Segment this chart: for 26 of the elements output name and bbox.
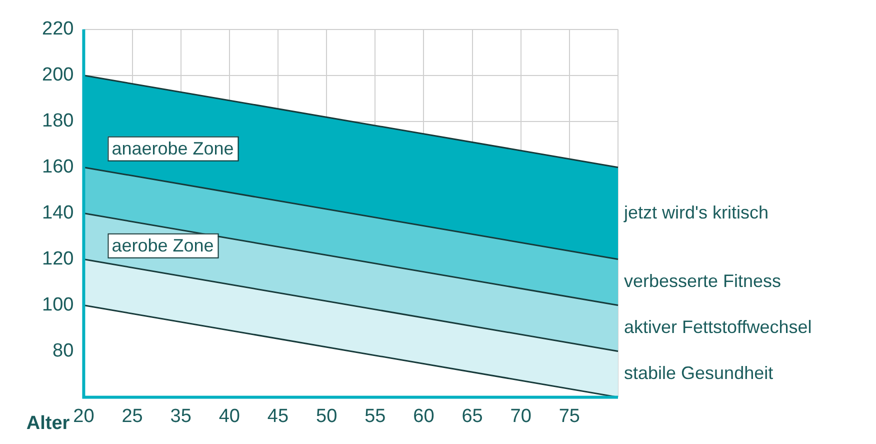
x-tick-label: 55: [364, 406, 386, 427]
x-tick-label: 20: [73, 406, 94, 427]
x-tick-label: 40: [218, 406, 240, 427]
x-tick-label: 25: [122, 406, 143, 427]
y-tick-label: 200: [42, 64, 74, 86]
y-tick-label: 220: [42, 18, 74, 40]
x-axis-title: Alter: [26, 413, 70, 434]
series-label: stabile Gesundheit: [624, 363, 774, 384]
y-tick-label: 140: [42, 202, 74, 224]
y-tick-label: 100: [42, 294, 74, 316]
annotation: aerobe Zone: [112, 235, 214, 256]
y-tick-label: 80: [52, 340, 74, 362]
annotation: anaerobe Zone: [112, 138, 234, 158]
x-tick-label: 75: [558, 406, 580, 427]
series-label: aktiver Fettstoffwechsel: [624, 317, 812, 338]
series-label: verbesserte Fitness: [624, 271, 782, 292]
x-tick-label: 35: [170, 406, 192, 427]
y-tick-label: 160: [42, 156, 74, 178]
x-tick-label: 45: [267, 406, 289, 427]
x-tick-label: 70: [510, 406, 532, 427]
x-tick-label: 60: [413, 406, 434, 427]
y-tick-label: 120: [42, 248, 74, 270]
x-tick-label: 65: [462, 406, 483, 427]
y-tick-label: 180: [42, 110, 74, 132]
series-label: jetzt wird's kritisch: [623, 202, 768, 222]
x-tick-label: 50: [316, 406, 338, 427]
